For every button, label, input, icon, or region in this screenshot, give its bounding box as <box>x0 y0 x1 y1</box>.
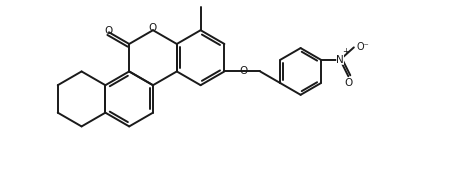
Text: +: + <box>342 47 349 56</box>
Text: O: O <box>240 67 248 76</box>
Text: O: O <box>105 26 113 36</box>
Text: O: O <box>148 23 156 33</box>
Text: O: O <box>344 78 352 88</box>
Text: O⁻: O⁻ <box>356 42 369 52</box>
Text: N: N <box>336 55 344 65</box>
